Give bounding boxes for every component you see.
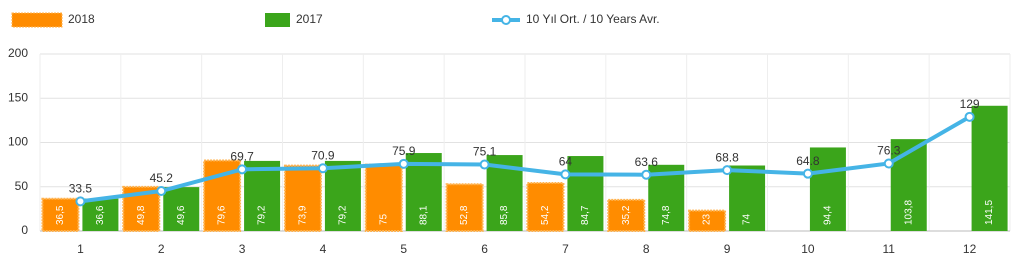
legend-swatch [265,13,290,27]
point-label: 75.1 [473,145,497,159]
point-label: 69.7 [230,149,254,163]
bar [163,187,200,231]
value-label: 49,6 [176,205,187,225]
point-label: 45.2 [150,171,174,185]
line-point [722,165,733,176]
legend-swatch [11,12,63,28]
value-label: 35,2 [621,205,632,225]
value-label: 94,4 [823,205,834,225]
y-tick-label: 0 [21,223,28,237]
x-tick-label: 10 [801,242,815,256]
line-point [317,163,328,174]
value-label: 79,2 [338,205,349,225]
bar [244,160,281,231]
bar [445,183,484,233]
point-label: 75.9 [392,144,416,158]
line-point [479,159,490,170]
y-tick-label: 150 [8,90,28,104]
line-point [883,158,894,169]
value-label: 75 [378,213,389,225]
value-label: 49,8 [136,205,147,225]
value-label: 79,6 [217,205,228,225]
bar [526,182,565,233]
line-point [156,185,167,196]
x-tick-label: 1 [77,242,84,256]
bar [809,147,846,231]
bar [729,165,766,231]
line-point [237,164,248,175]
line [80,115,971,204]
bar [688,209,727,233]
x-tick-label: 7 [562,242,569,256]
point-label: 63.6 [635,155,659,169]
bar [607,198,646,233]
line-point [560,169,571,180]
legend-label: 2018 [68,12,95,26]
bar [364,163,403,232]
bar [324,160,361,231]
x-tick-label: 3 [239,242,246,256]
x-tick-label: 9 [724,242,731,256]
line-point [398,158,409,169]
point-label: 76.3 [877,144,901,158]
value-label: 23 [702,213,713,225]
bar [971,105,1008,231]
value-label: 73,9 [298,205,309,225]
value-label: 79,2 [257,205,268,225]
legend-label: 10 Yıl Ort. / 10 Years Avr. [526,12,660,26]
bar [283,164,322,232]
value-label: 74,8 [661,205,672,225]
value-label: 88,1 [418,205,429,225]
x-tick-label: 2 [158,242,165,256]
line-point [802,168,813,179]
bar [567,156,604,231]
y-tick-label: 50 [15,179,29,193]
value-label: 36,6 [95,205,106,225]
y-tick-label: 200 [8,46,28,60]
value-label: 74 [742,213,753,225]
x-tick-label: 6 [481,242,488,256]
point-label: 33.5 [69,182,93,196]
x-tick-label: 8 [643,242,650,256]
point-label: 70.9 [311,148,335,162]
line-point [75,196,86,207]
y-tick-label: 100 [8,135,28,149]
value-label: 54,2 [540,205,551,225]
x-tick-label: 4 [320,242,327,256]
legend-label: 2017 [296,12,323,26]
point-label: 64.8 [796,154,820,168]
point-label: 64 [559,155,573,169]
legend-marker [501,15,511,25]
value-label: 84,7 [580,205,591,225]
x-tick-label: 5 [400,242,407,256]
bar [82,198,119,231]
value-label: 36,5 [55,205,66,225]
value-label: 103,8 [903,200,914,225]
point-label: 129 [960,97,980,111]
point-label: 68.8 [715,150,739,164]
x-tick-label: 11 [883,242,896,256]
bar [890,139,927,231]
line-point [964,111,975,122]
value-label: 85,8 [499,205,510,225]
x-tick-label: 12 [963,242,977,256]
value-label: 52,8 [459,205,470,225]
line-point [641,169,652,180]
value-label: 141,5 [984,200,995,225]
bar [41,197,80,232]
